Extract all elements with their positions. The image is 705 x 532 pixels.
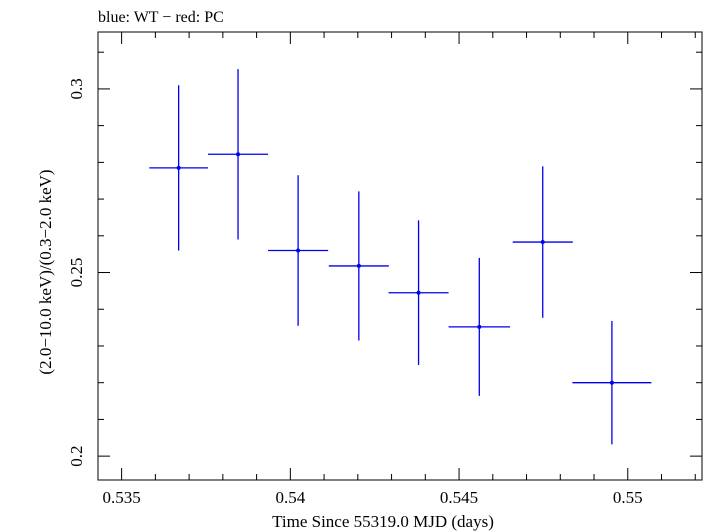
y-axis: 0.2 0.25 0.3	[67, 51, 702, 467]
x-tick-label: 0.55	[613, 488, 643, 507]
y-tick-label: 0.2	[67, 446, 86, 467]
data-point	[328, 191, 389, 341]
point-marker	[416, 290, 421, 295]
y-tick-label: 0.3	[67, 78, 86, 99]
point-marker	[609, 380, 614, 385]
point-marker	[176, 165, 181, 170]
point-marker	[236, 152, 241, 157]
data-point	[448, 257, 511, 396]
data-point	[149, 85, 209, 251]
point-marker	[540, 240, 545, 245]
plot-frame	[97, 31, 703, 481]
point-marker	[296, 248, 301, 253]
data-point	[512, 166, 573, 318]
data-point	[572, 320, 652, 445]
point-marker	[356, 263, 361, 268]
data-point	[268, 175, 329, 326]
x-tick-label: 0.545	[440, 488, 478, 507]
y-tick-label: 0.25	[67, 258, 86, 288]
x-axis: 0.535 0.54 0.545 0.55	[102, 32, 696, 507]
y-axis-label: (2.0−10.0 keV)/(0.3−2.0 keV)	[36, 169, 55, 374]
data-point	[208, 69, 269, 240]
point-marker	[477, 324, 482, 329]
chart-title: blue: WT − red: PC	[98, 9, 224, 26]
data-point	[388, 220, 449, 366]
x-axis-label: Time Since 55319.0 MJD (days)	[272, 512, 494, 531]
x-tick-label: 0.54	[275, 488, 305, 507]
x-tick-label: 0.535	[102, 488, 140, 507]
data-series	[149, 69, 652, 445]
